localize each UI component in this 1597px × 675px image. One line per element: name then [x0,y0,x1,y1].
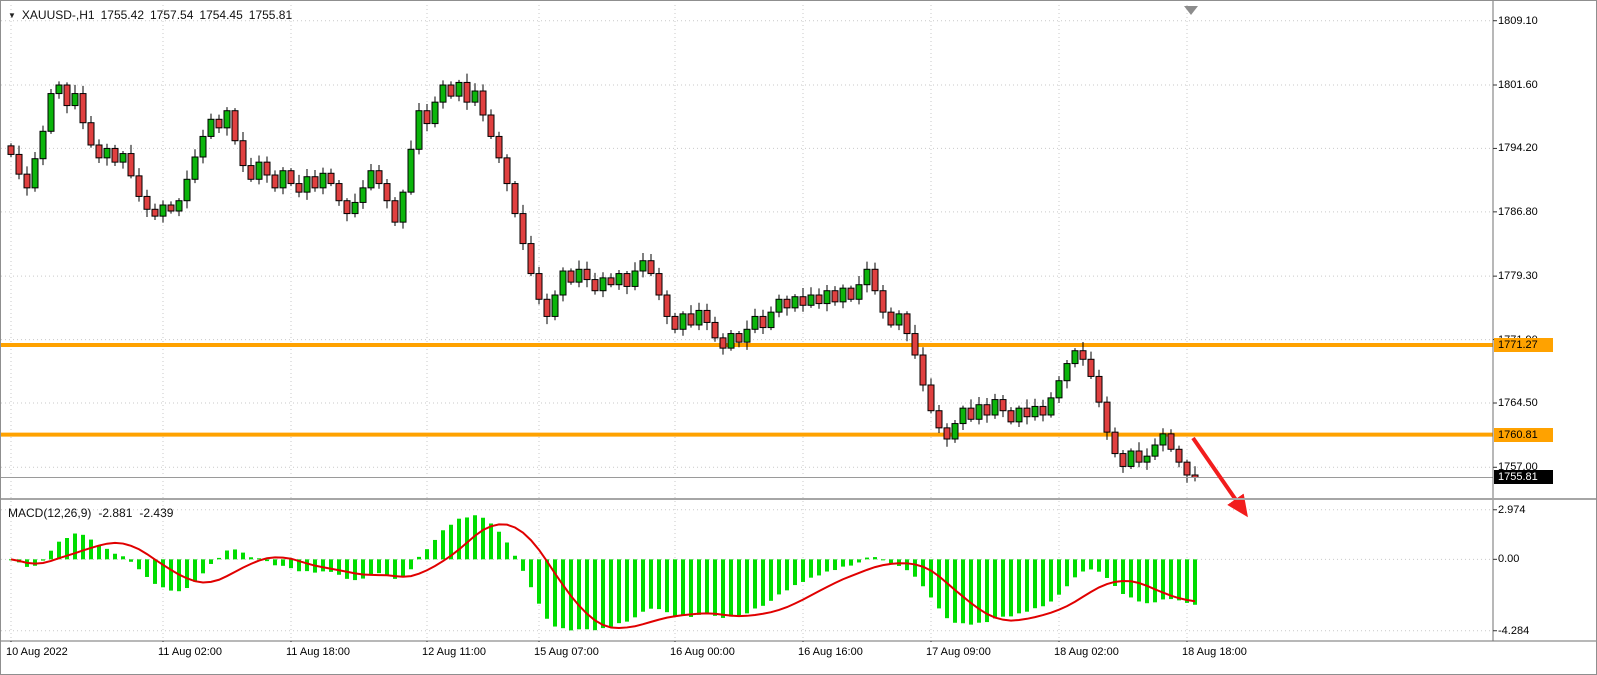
price-axis-label: 1809.10 [1498,14,1538,27]
support-line-label: 1760.81 [1494,427,1553,442]
time-axis-label: 16 Aug 16:00 [798,646,863,658]
price-axis-label: 1786.80 [1498,205,1538,218]
price-axis-label: 1801.60 [1498,79,1538,91]
macd-axis-label: -4.284 [1498,624,1530,637]
ohlc-low: 1754.45 [199,8,243,22]
symbol-dropdown-icon[interactable]: ▼ [8,10,16,20]
price-axis-label: 1779.30 [1498,270,1538,283]
time-axis-label: 12 Aug 11:00 [422,646,487,658]
time-axis-label: 16 Aug 00:00 [670,646,735,658]
macd-axis-label: 2.974 [1498,503,1526,516]
candles [7,73,1199,483]
macd-header: MACD(12,26,9) -2.881 -2.439 [8,506,173,520]
price-axis[interactable]: 1809.10 1801.60 1794.20 1786.80 1779.30 1771.… [1494,1,1596,641]
time-axis-label: 18 Aug 18:00 [1182,646,1247,658]
macd-axis-label: 0.00 [1498,553,1520,566]
macd-label: MACD(12,26,9) [8,506,92,520]
macd-main-value: -2.881 [98,506,133,520]
pane-separator[interactable] [1,498,1596,500]
time-axis-label: 15 Aug 07:00 [534,646,599,658]
symbol-header: ▼ XAUUSD-,H1 1755.42 1757.54 1754.45 175… [8,8,292,22]
price-axis-label: 1794.20 [1498,142,1538,155]
macd-signal-value: -2.439 [139,506,174,520]
time-axis-label: 10 Aug 2022 [6,646,68,658]
trend-arrow[interactable] [1191,436,1248,518]
time-axis[interactable]: 10 Aug 2022 11 Aug 02:00 11 Aug 18:00 12 Au… [1,642,1596,664]
time-axis-label: 17 Aug 09:00 [926,646,991,658]
macd-histogram [9,515,1197,631]
time-axis-label: 11 Aug 18:00 [286,646,351,658]
resistance-line-label: 1771.27 [1494,337,1553,352]
chart-shift-marker[interactable] [1184,6,1198,15]
price-axis-label: 1757.00 [1498,461,1538,474]
price-axis-label: 1764.50 [1498,397,1538,409]
ohlc-open: 1755.42 [100,8,144,22]
macd-signal-line [10,523,1196,629]
symbol-name: XAUUSD-,H1 [21,8,95,22]
current-price-label: 1755.81 [1494,470,1553,485]
ohlc-close: 1755.81 [248,8,293,22]
time-axis-label: 11 Aug 02:00 [158,646,223,658]
ohlc-high: 1757.54 [150,8,194,22]
time-axis-label: 18 Aug 02:00 [1054,646,1119,658]
